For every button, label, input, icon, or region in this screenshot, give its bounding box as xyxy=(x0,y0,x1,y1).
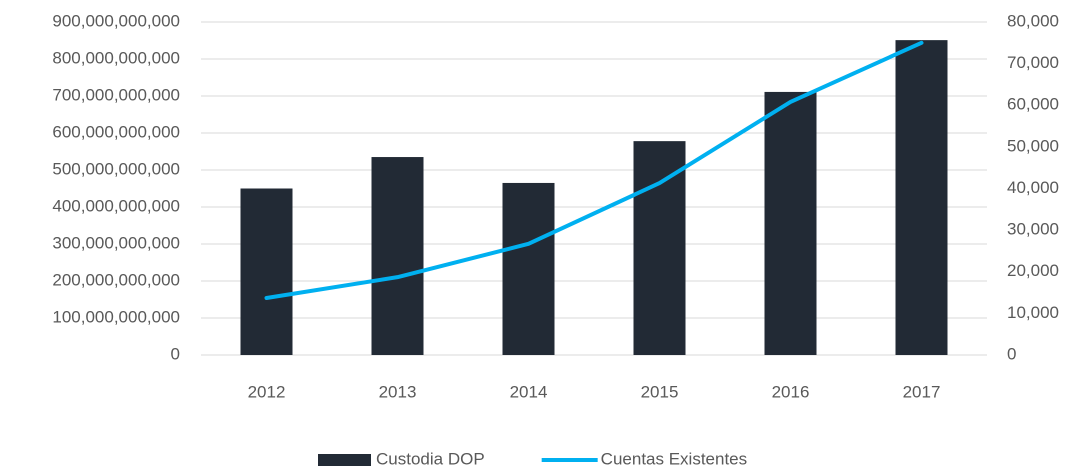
y2-tick-label: 80,000 xyxy=(1007,11,1059,30)
y2-tick-label: 10,000 xyxy=(1007,303,1059,322)
y-tick-label: 100,000,000,000 xyxy=(52,307,180,326)
y-tick-label: 900,000,000,000 xyxy=(52,11,180,30)
x-tick-label: 2014 xyxy=(510,382,548,401)
y2-tick-label: 60,000 xyxy=(1007,95,1059,114)
line xyxy=(264,40,924,300)
y2-tick-label: 20,000 xyxy=(1007,261,1059,280)
legend-swatch xyxy=(318,454,371,466)
y2-tick-label: 40,000 xyxy=(1007,178,1059,197)
y2-tick-label: 70,000 xyxy=(1007,53,1059,72)
y-tick-label: 500,000,000,000 xyxy=(52,159,180,178)
x-tick-label: 2013 xyxy=(379,382,417,401)
y2-tick-label: 50,000 xyxy=(1007,136,1059,155)
bar xyxy=(371,157,424,355)
y-tick-label: 200,000,000,000 xyxy=(52,270,180,289)
y-tick-label: 400,000,000,000 xyxy=(52,196,180,215)
y2-tick-label: 30,000 xyxy=(1007,220,1059,239)
y-tick-label: 300,000,000,000 xyxy=(52,233,180,252)
x-tick-label: 2012 xyxy=(248,382,286,401)
bar xyxy=(633,141,686,355)
y-tick-label: 600,000,000,000 xyxy=(52,122,180,141)
legend-label: Cuentas Existentes xyxy=(601,449,747,468)
bar xyxy=(764,91,817,356)
y-tick-label: 0 xyxy=(171,344,180,363)
y-tick-label: 800,000,000,000 xyxy=(52,48,180,67)
x-tick-label: 2017 xyxy=(903,382,941,401)
y2-tick-label: 0 xyxy=(1007,344,1016,363)
bar xyxy=(502,182,555,355)
x-tick-label: 2016 xyxy=(772,382,810,401)
bar xyxy=(895,40,948,355)
y-tick-label: 700,000,000,000 xyxy=(52,85,180,104)
x-tick-label: 2015 xyxy=(641,382,679,401)
bar xyxy=(240,188,293,355)
legend-label: Custodia DOP xyxy=(376,449,485,468)
